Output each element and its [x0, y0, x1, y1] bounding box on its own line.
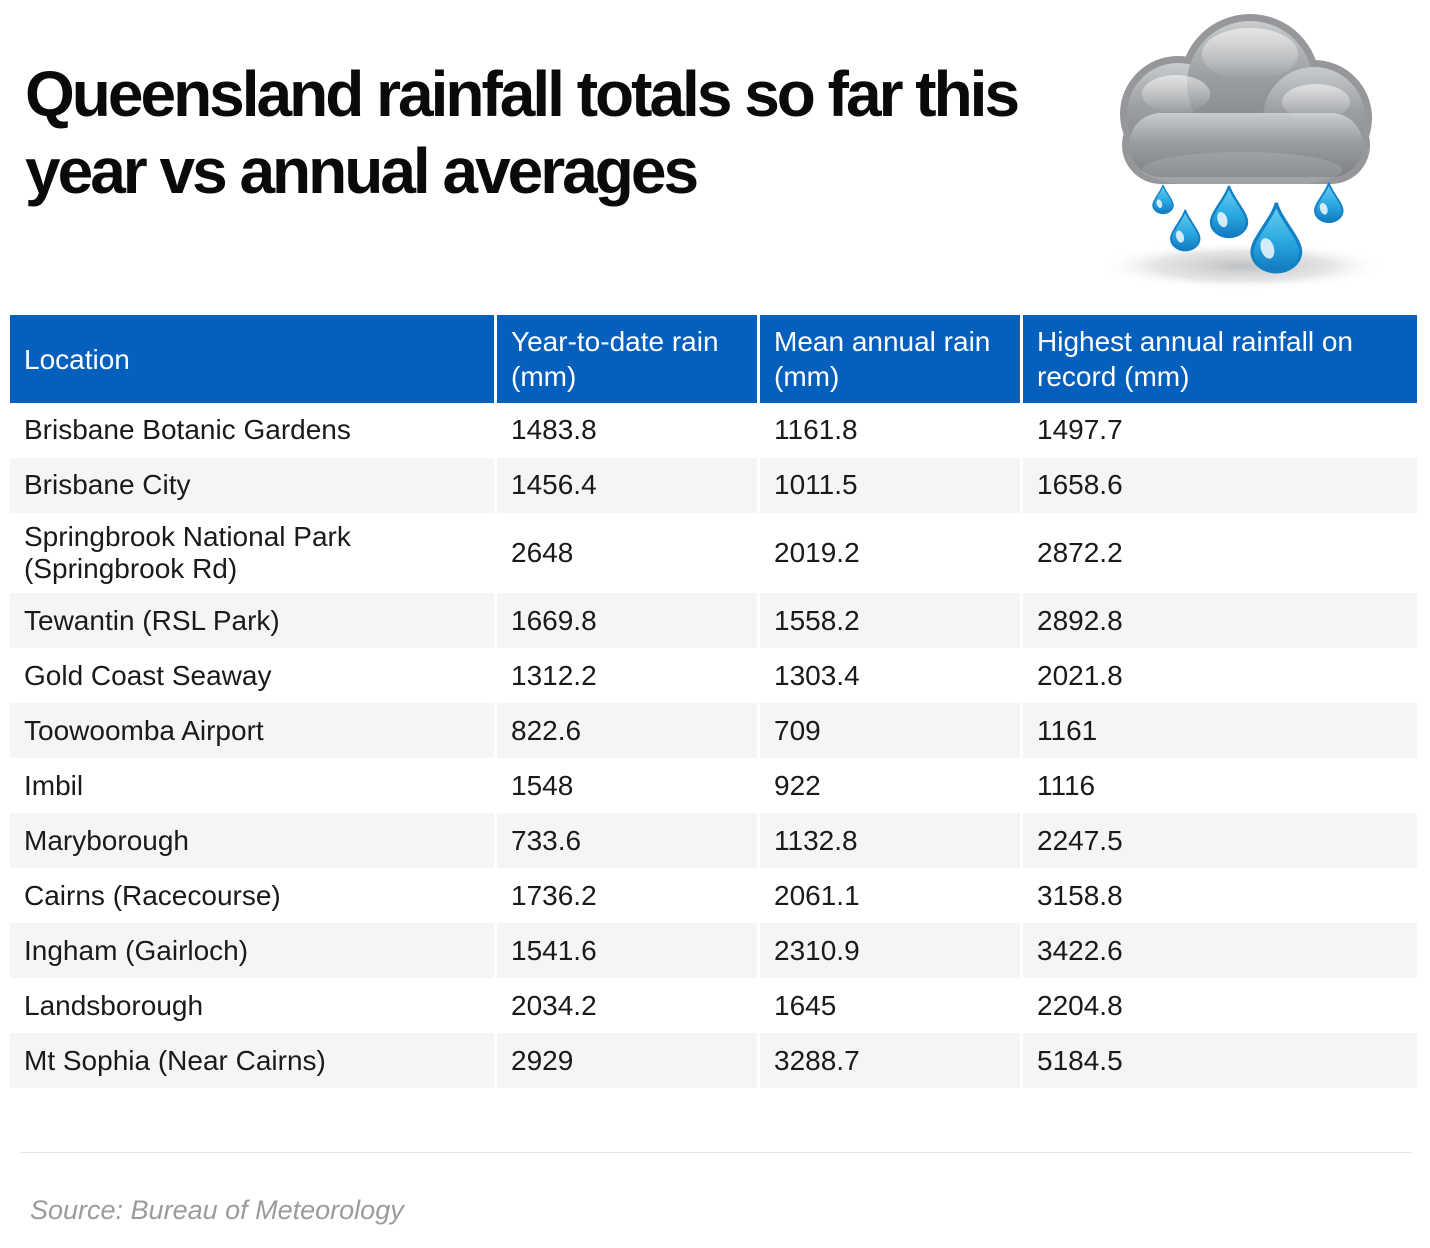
rainfall-table: Location Year-to-date rain (mm) Mean ann…: [10, 315, 1417, 1089]
cell-ytd: 1548: [494, 758, 757, 814]
table-row: Toowoomba Airport 822.6 709 1161: [10, 703, 1417, 759]
cell-location: Brisbane Botanic Gardens: [10, 403, 494, 458]
cell-location: Tewantin (RSL Park): [10, 593, 494, 649]
cell-location: Cairns (Racecourse): [10, 868, 494, 924]
cell-mean: 1011.5: [757, 458, 1020, 513]
cell-ytd: 2034.2: [494, 978, 757, 1034]
cell-mean: 2310.9: [757, 923, 1020, 979]
cell-location: Toowoomba Airport: [10, 703, 494, 759]
cell-highest: 1658.6: [1020, 458, 1417, 513]
raindrop: [1170, 209, 1201, 252]
cell-mean: 1303.4: [757, 648, 1020, 704]
cell-ytd: 733.6: [494, 813, 757, 869]
table-row: Imbil 1548 922 1116: [10, 758, 1417, 814]
cell-ytd: 1456.4: [494, 458, 757, 513]
cell-mean: 1132.8: [757, 813, 1020, 869]
cell-location: Maryborough: [10, 813, 494, 869]
cell-mean: 2061.1: [757, 868, 1020, 924]
cell-ytd: 1312.2: [494, 648, 757, 704]
source-credit: Source: Bureau of Meteorology: [30, 1195, 404, 1225]
table-row: Brisbane Botanic Gardens 1483.8 1161.8 1…: [10, 403, 1417, 458]
cell-highest: 1497.7: [1020, 403, 1417, 458]
cell-mean: 2019.2: [757, 513, 1020, 594]
table-row: Springbrook National Park (Springbrook R…: [10, 513, 1417, 594]
cell-ytd: 2929: [494, 1033, 757, 1089]
cell-ytd: 1669.8: [494, 593, 757, 649]
cell-mean: 3288.7: [757, 1033, 1020, 1089]
raindrop: [1209, 184, 1249, 239]
footer-divider: [20, 1152, 1412, 1153]
cell-highest: 2204.8: [1020, 978, 1417, 1034]
table-row: Maryborough 733.6 1132.8 2247.5: [10, 813, 1417, 869]
cell-location: Imbil: [10, 758, 494, 814]
cell-location: Springbrook National Park (Springbrook R…: [10, 513, 494, 594]
cell-mean: 709: [757, 703, 1020, 759]
cell-location: Ingham (Gairloch): [10, 923, 494, 979]
column-header-highest-rain: Highest annual rainfall on record (mm): [1020, 315, 1417, 403]
table-header: Location Year-to-date rain (mm) Mean ann…: [10, 315, 1417, 403]
cell-ytd: 822.6: [494, 703, 757, 759]
cell-highest: 1116: [1020, 758, 1417, 814]
cloud-shadow: [1098, 242, 1388, 290]
footer: Source: Bureau of Meteorology: [0, 1152, 1430, 1226]
cell-location: Gold Coast Seaway: [10, 648, 494, 704]
cell-location: Brisbane City: [10, 458, 494, 513]
cell-ytd: 1541.6: [494, 923, 757, 979]
cell-highest: 3422.6: [1020, 923, 1417, 979]
cell-location: Mt Sophia (Near Cairns): [10, 1033, 494, 1089]
column-header-location: Location: [10, 315, 494, 403]
table-row: Gold Coast Seaway 1312.2 1303.4 2021.8: [10, 648, 1417, 704]
cell-highest: 2892.8: [1020, 593, 1417, 649]
page-title: Queensland rainfall totals so far this y…: [25, 58, 1020, 207]
cell-ytd: 1736.2: [494, 868, 757, 924]
table-body: Brisbane Botanic Gardens 1483.8 1161.8 1…: [10, 403, 1417, 1089]
column-header-mean-rain: Mean annual rain (mm): [757, 315, 1020, 403]
cell-highest: 5184.5: [1020, 1033, 1417, 1089]
cell-mean: 1161.8: [757, 403, 1020, 458]
cell-highest: 2247.5: [1020, 813, 1417, 869]
table-row: Landsborough 2034.2 1645 2204.8: [10, 978, 1417, 1034]
cell-highest: 3158.8: [1020, 868, 1417, 924]
cell-location: Landsborough: [10, 978, 494, 1034]
raindrop: [1314, 182, 1344, 224]
column-header-ytd-rain: Year-to-date rain (mm): [494, 315, 757, 403]
cell-highest: 2872.2: [1020, 513, 1417, 594]
rain-cloud-icon: [1098, 14, 1388, 290]
header-row: Location Year-to-date rain (mm) Mean ann…: [10, 315, 1417, 403]
cell-ytd: 1483.8: [494, 403, 757, 458]
table-row: Tewantin (RSL Park) 1669.8 1558.2 2892.8: [10, 593, 1417, 649]
cell-ytd: 2648: [494, 513, 757, 594]
table-row: Ingham (Gairloch) 1541.6 2310.9 3422.6: [10, 923, 1417, 979]
raindrop: [1152, 184, 1174, 215]
cell-highest: 2021.8: [1020, 648, 1417, 704]
cell-mean: 1558.2: [757, 593, 1020, 649]
raindrop: [1250, 201, 1303, 274]
cell-mean: 1645: [757, 978, 1020, 1034]
table-row: Mt Sophia (Near Cairns) 2929 3288.7 5184…: [10, 1033, 1417, 1089]
table-row: Cairns (Racecourse) 1736.2 2061.1 3158.8: [10, 868, 1417, 924]
cell-mean: 922: [757, 758, 1020, 814]
table-row: Brisbane City 1456.4 1011.5 1658.6: [10, 458, 1417, 513]
cell-highest: 1161: [1020, 703, 1417, 759]
